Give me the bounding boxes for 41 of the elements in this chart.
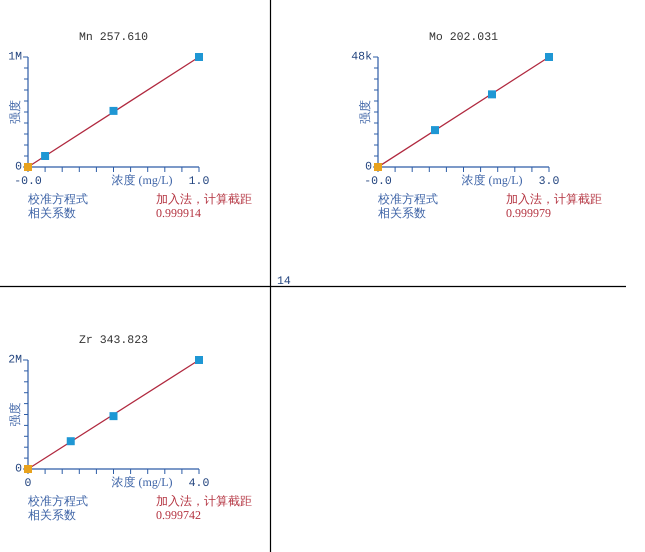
x-axis-title: 浓度 (mg/L): [112, 173, 173, 187]
text: 0.999914: [156, 206, 201, 220]
text: 0.999742: [156, 508, 201, 522]
point: [195, 53, 203, 61]
text: 14: [277, 275, 291, 288]
y-tick-label: 48k: [351, 50, 372, 64]
point: [488, 90, 496, 98]
text: 加入法，计算截距: [156, 192, 252, 206]
point: [545, 53, 553, 61]
point: [431, 126, 439, 134]
x-axis-title: 浓度 (mg/L): [462, 173, 523, 187]
text: 校准方程式: [27, 494, 88, 508]
y-tick-label: 0: [15, 160, 22, 174]
point: [110, 412, 118, 420]
y-axis-title: 强度: [8, 402, 22, 426]
x-tick-label: -0.0: [364, 175, 392, 188]
y-axis-title: 强度: [8, 100, 22, 124]
x-tick-label: 1.0: [188, 175, 210, 188]
text: 加入法，计算截距: [506, 192, 602, 206]
point: [195, 356, 203, 364]
text: 相关系数: [28, 508, 76, 522]
point: [66, 437, 75, 446]
chart-title: Zr 343.823: [78, 334, 148, 347]
text: 相关系数: [28, 206, 76, 220]
x-tick-label: -0.0: [14, 175, 42, 188]
text: 加入法，计算截距: [156, 494, 252, 508]
x-axis-title: 浓度 (mg/L): [112, 475, 173, 489]
chart-title: Mo 202.031: [428, 31, 498, 44]
point: [41, 152, 50, 160]
y-axis-title: 强度: [358, 100, 372, 124]
text: 相关系数: [378, 206, 426, 220]
y-tick-label: 1M: [8, 50, 22, 64]
x-tick-label: 3.0: [538, 175, 560, 188]
text: 校准方程式: [27, 192, 88, 206]
text: 校准方程式: [377, 192, 438, 206]
point: [110, 106, 118, 115]
chart-title: Mn 257.610: [78, 31, 148, 44]
text: 0.999979: [506, 206, 551, 220]
y-tick-label: 0: [15, 462, 22, 476]
y-tick-label: 2M: [8, 354, 22, 366]
x-tick-label: 4.0: [188, 477, 210, 490]
